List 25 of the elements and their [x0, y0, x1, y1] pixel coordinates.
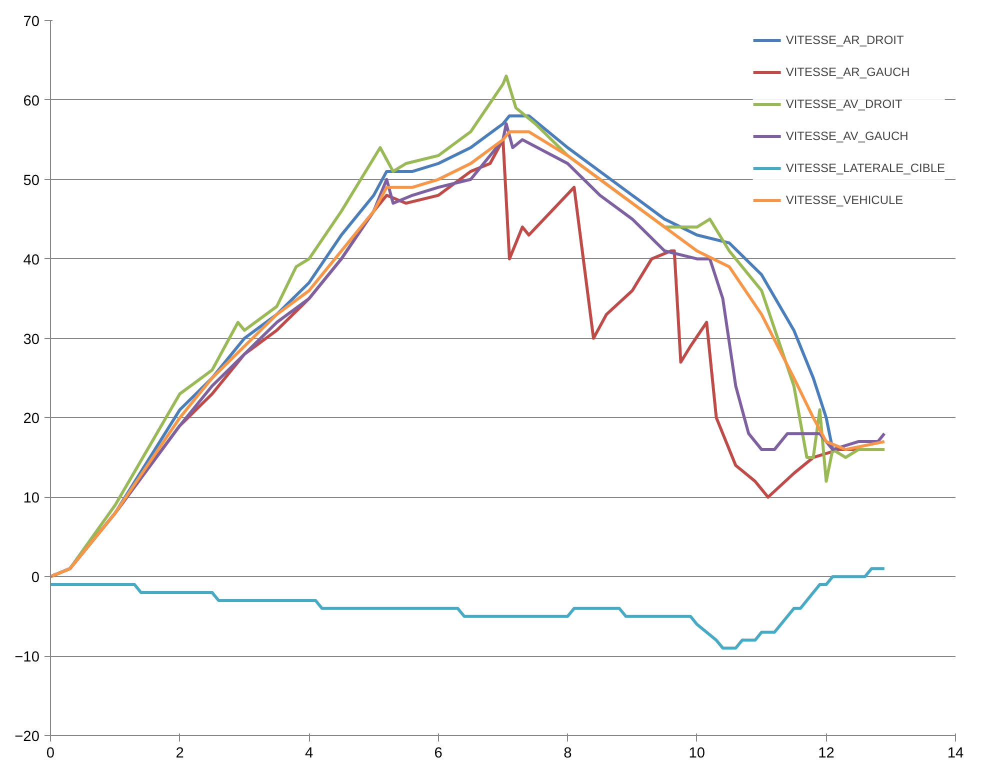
- legend-label: VITESSE_AR_DROIT: [786, 33, 904, 47]
- y-tick-label: −20: [14, 729, 40, 745]
- legend-label: VITESSE_AR_GAUCH: [786, 65, 910, 79]
- x-tick-label: 0: [46, 746, 55, 762]
- y-tick-label: 50: [23, 172, 40, 189]
- y-tick-label: 70: [23, 14, 40, 30]
- y-tick-label: 0: [31, 570, 40, 586]
- legend-label: VITESSE_VEHICULE: [786, 193, 904, 207]
- y-tick-label: −10: [14, 650, 40, 666]
- y-tick-label: 20: [23, 411, 40, 428]
- legend-label: VITESSE_AV_GAUCH: [786, 129, 908, 143]
- y-tick-label: 60: [23, 93, 40, 110]
- x-tick-label: 8: [564, 746, 572, 762]
- x-tick-label: 10: [688, 746, 706, 762]
- y-tick-label: 40: [23, 252, 40, 268]
- x-tick-label: 2: [176, 746, 184, 762]
- y-tick-label: 10: [23, 490, 40, 507]
- x-tick-label: 4: [304, 746, 314, 762]
- line-series: [50, 567, 886, 650]
- x-tick-label: 12: [818, 746, 834, 762]
- x-tick-label: 14: [947, 746, 964, 762]
- x-tick-label: 6: [434, 746, 442, 762]
- legend-label: VITESSE_AV_DROIT: [786, 97, 902, 111]
- y-tick-label: 30: [23, 332, 40, 348]
- legend-label: VITESSE_LATERALE_CIBLE: [786, 161, 945, 175]
